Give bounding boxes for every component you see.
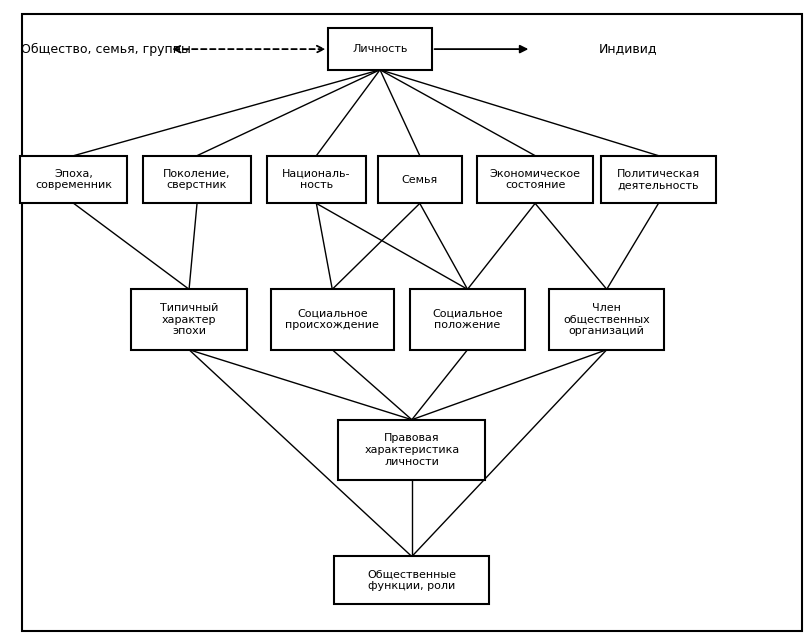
Text: Общественные
функции, роли: Общественные функции, роли xyxy=(367,569,457,591)
FancyBboxPatch shape xyxy=(334,557,489,604)
FancyBboxPatch shape xyxy=(267,156,366,203)
FancyBboxPatch shape xyxy=(410,289,526,350)
Text: Семья: Семья xyxy=(401,174,438,185)
FancyBboxPatch shape xyxy=(378,156,461,203)
FancyBboxPatch shape xyxy=(20,156,127,203)
Text: Общество, семья, группы: Общество, семья, группы xyxy=(20,43,191,56)
FancyBboxPatch shape xyxy=(478,156,593,203)
FancyBboxPatch shape xyxy=(328,28,431,70)
Text: Поколение,
сверстник: Поколение, сверстник xyxy=(163,169,231,190)
FancyBboxPatch shape xyxy=(271,289,394,350)
Text: Эпоха,
современник: Эпоха, современник xyxy=(35,169,112,190)
FancyBboxPatch shape xyxy=(144,156,251,203)
Text: Социальное
происхождение: Социальное происхождение xyxy=(285,309,380,330)
Text: Социальное
положение: Социальное положение xyxy=(432,309,503,330)
Text: Экономическое
состояние: Экономическое состояние xyxy=(490,169,581,190)
FancyBboxPatch shape xyxy=(131,289,247,350)
Text: Правовая
характеристика
личности: Правовая характеристика личности xyxy=(364,433,460,466)
FancyBboxPatch shape xyxy=(338,420,486,480)
Text: Националь-
ность: Националь- ность xyxy=(282,169,350,190)
Text: Личность: Личность xyxy=(352,44,408,54)
FancyBboxPatch shape xyxy=(549,289,664,350)
Text: Член
общественных
организаций: Член общественных организаций xyxy=(564,303,650,336)
Text: Политическая
деятельность: Политическая деятельность xyxy=(617,169,700,190)
Text: Индивид: Индивид xyxy=(599,43,657,56)
Text: Типичный
характер
эпохи: Типичный характер эпохи xyxy=(160,303,218,336)
FancyBboxPatch shape xyxy=(601,156,716,203)
